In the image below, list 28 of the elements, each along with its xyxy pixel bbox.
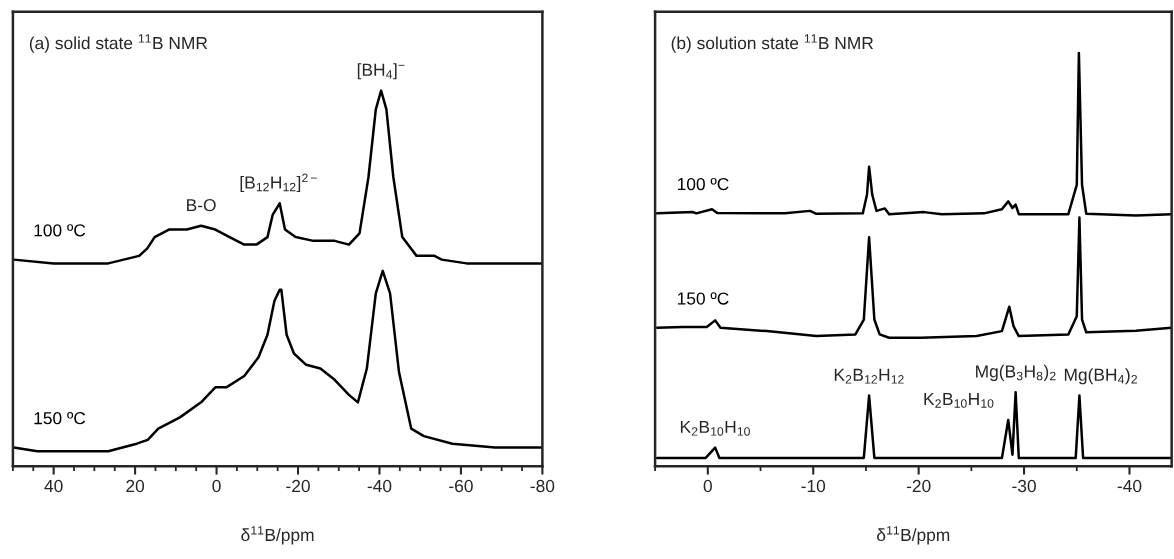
x-tick-label: 0 — [703, 479, 712, 493]
annotation: [B$_{12}$H$_{12}$]$^{2−}$ — [240, 173, 317, 193]
x-tick-label: -20 — [286, 479, 310, 493]
series-label: 100 ºC — [34, 224, 86, 237]
series-label: 150 ºC — [677, 292, 729, 305]
annotation: Mg(B$_{3}$H$_{8}$)$_{2}$ — [976, 364, 1056, 382]
series-label: 150 ºC — [34, 412, 86, 425]
annotation: K$_{2}$B$_{10}$H$_{10}$ — [680, 420, 750, 436]
series-label: 100 ºC — [677, 177, 729, 191]
x-tick-label: -10 — [801, 479, 826, 493]
annotation: [BH$_{4}$]$^{−}$ — [357, 63, 405, 80]
x-tick-label: 20 — [126, 479, 145, 493]
x-tick-label: 0 — [212, 479, 221, 493]
annotation: B-O — [187, 198, 216, 212]
x-axis-title: δ$^{11}$B/ppm — [241, 526, 314, 545]
x-tick-label: 40 — [44, 479, 63, 493]
annotation: K$_{2}$B$_{12}$H$_{12}$ — [834, 368, 904, 384]
x-tick-label: -40 — [367, 479, 392, 493]
x-tick-label: -40 — [1117, 479, 1142, 493]
x-axis-title: δ$^{11}$B/ppm — [877, 526, 950, 545]
x-tick-label: -60 — [449, 479, 473, 493]
chart-title: (a) solid state $^{11}$B NMR — [29, 34, 208, 53]
annotation: K$_{2}$B$_{10}$H$_{10}$ — [924, 393, 994, 408]
chart-title: (b) solution state $^{11}$B NMR — [671, 34, 874, 53]
x-tick-label: -30 — [1012, 479, 1036, 493]
annotation: Mg(BH$_{4}$)$_{2}$ — [1064, 368, 1137, 385]
x-tick-label: -80 — [530, 479, 555, 493]
x-tick-label: -20 — [906, 479, 931, 493]
